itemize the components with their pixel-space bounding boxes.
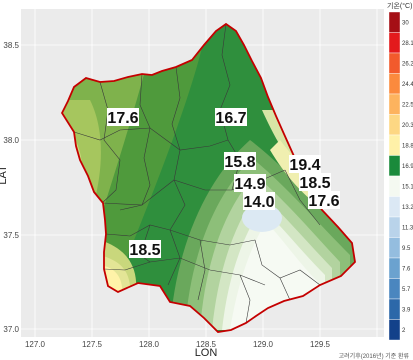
legend-swatch (388, 319, 401, 341)
svg-text:129.5: 129.5 (310, 340, 331, 349)
legend-value: 26.2 (402, 61, 413, 67)
legend-swatch (388, 11, 401, 33)
svg-text:127.0: 127.0 (25, 340, 46, 349)
legend-value: 20.3 (402, 123, 413, 129)
legend-swatch (388, 257, 401, 279)
legend-value: 7.6 (402, 266, 411, 272)
svg-text:129.0: 129.0 (253, 340, 274, 349)
legend-swatch (388, 298, 401, 320)
legend-swatch (388, 73, 401, 95)
y-axis-ticks: 38.5 38.0 37.5 37.0 (3, 41, 19, 334)
legend-value: 2 (402, 328, 406, 334)
svg-text:19.4: 19.4 (289, 157, 320, 174)
label-east-upper: 19.4 (289, 155, 321, 174)
label-east-low: 17.6 (308, 191, 340, 210)
legend-value: 28.1 (402, 41, 413, 47)
svg-text:16.7: 16.7 (215, 110, 246, 127)
svg-text:14.0: 14.0 (243, 194, 274, 211)
legend-swatch (388, 32, 401, 54)
y-axis-title: LAT (0, 165, 9, 185)
svg-text:38.5: 38.5 (3, 41, 19, 50)
legend-swatch (388, 93, 401, 115)
legend-value: 24.4 (402, 82, 413, 88)
label-center-low: 14.0 (243, 192, 275, 211)
legend-value: 5.7 (402, 287, 411, 293)
label-southwest: 18.5 (129, 240, 161, 259)
legend-swatch (388, 278, 401, 300)
svg-text:128.0: 128.0 (139, 340, 160, 349)
value-labels: 17.6 16.7 15.8 14.9 14.0 19.4 18.5 17.6 … (107, 108, 340, 259)
svg-text:17.6: 17.6 (308, 193, 339, 210)
legend-value: 3.9 (402, 307, 411, 313)
label-center: 14.9 (234, 174, 266, 193)
svg-text:18.5: 18.5 (299, 175, 330, 192)
district-boundaries (73, 24, 321, 324)
legend-value: 30 (402, 20, 409, 26)
label-east-mid: 18.5 (299, 173, 331, 192)
legend-value: 11.3 (402, 225, 413, 231)
legend-swatch (388, 114, 401, 136)
legend-swatch (388, 155, 401, 177)
svg-text:18.5: 18.5 (129, 242, 160, 259)
svg-text:128.5: 128.5 (196, 340, 217, 349)
legend-value: 16.9 (402, 164, 413, 170)
svg-text:14.9: 14.9 (234, 176, 265, 193)
label-north-center: 16.7 (215, 108, 247, 127)
legend-swatch (388, 175, 401, 197)
legend-value: 13.2 (402, 205, 413, 211)
svg-text:37.0: 37.0 (3, 325, 19, 334)
legend-value: 22.5 (402, 102, 413, 108)
svg-text:15.8: 15.8 (224, 154, 255, 171)
legend-swatch (388, 196, 401, 218)
svg-text:38.0: 38.0 (3, 136, 19, 145)
legend-value: 15.1 (402, 184, 413, 190)
legend-value: 9.5 (402, 246, 411, 252)
legend-value: 18.8 (402, 143, 413, 149)
label-center-upper: 15.8 (224, 152, 256, 171)
legend-swatches: 30 28.1 26.2 24.4 22.5 20.3 18.8 16.9 15.1 13.2 11… (388, 11, 413, 341)
svg-text:37.5: 37.5 (3, 231, 19, 240)
legend-swatch (388, 237, 401, 259)
legend-title: 기온(°C) (387, 1, 412, 10)
svg-text:127.5: 127.5 (82, 340, 103, 349)
legend: 기온(°C) 30 28.1 26.2 24.4 22.5 20.3 18.8 16.9 15.… (387, 1, 413, 341)
source-note: 고려기후(2016년) 기준 환류 (339, 352, 410, 360)
legend-swatch (388, 52, 401, 74)
legend-swatch (388, 216, 401, 238)
svg-text:17.6: 17.6 (107, 110, 138, 127)
x-axis-title: LON (195, 347, 218, 359)
x-axis-ticks: 127.0 127.5 128.0 128.5 129.0 129.5 (25, 340, 331, 349)
legend-swatch (388, 134, 401, 156)
label-west-north: 17.6 (107, 108, 139, 127)
